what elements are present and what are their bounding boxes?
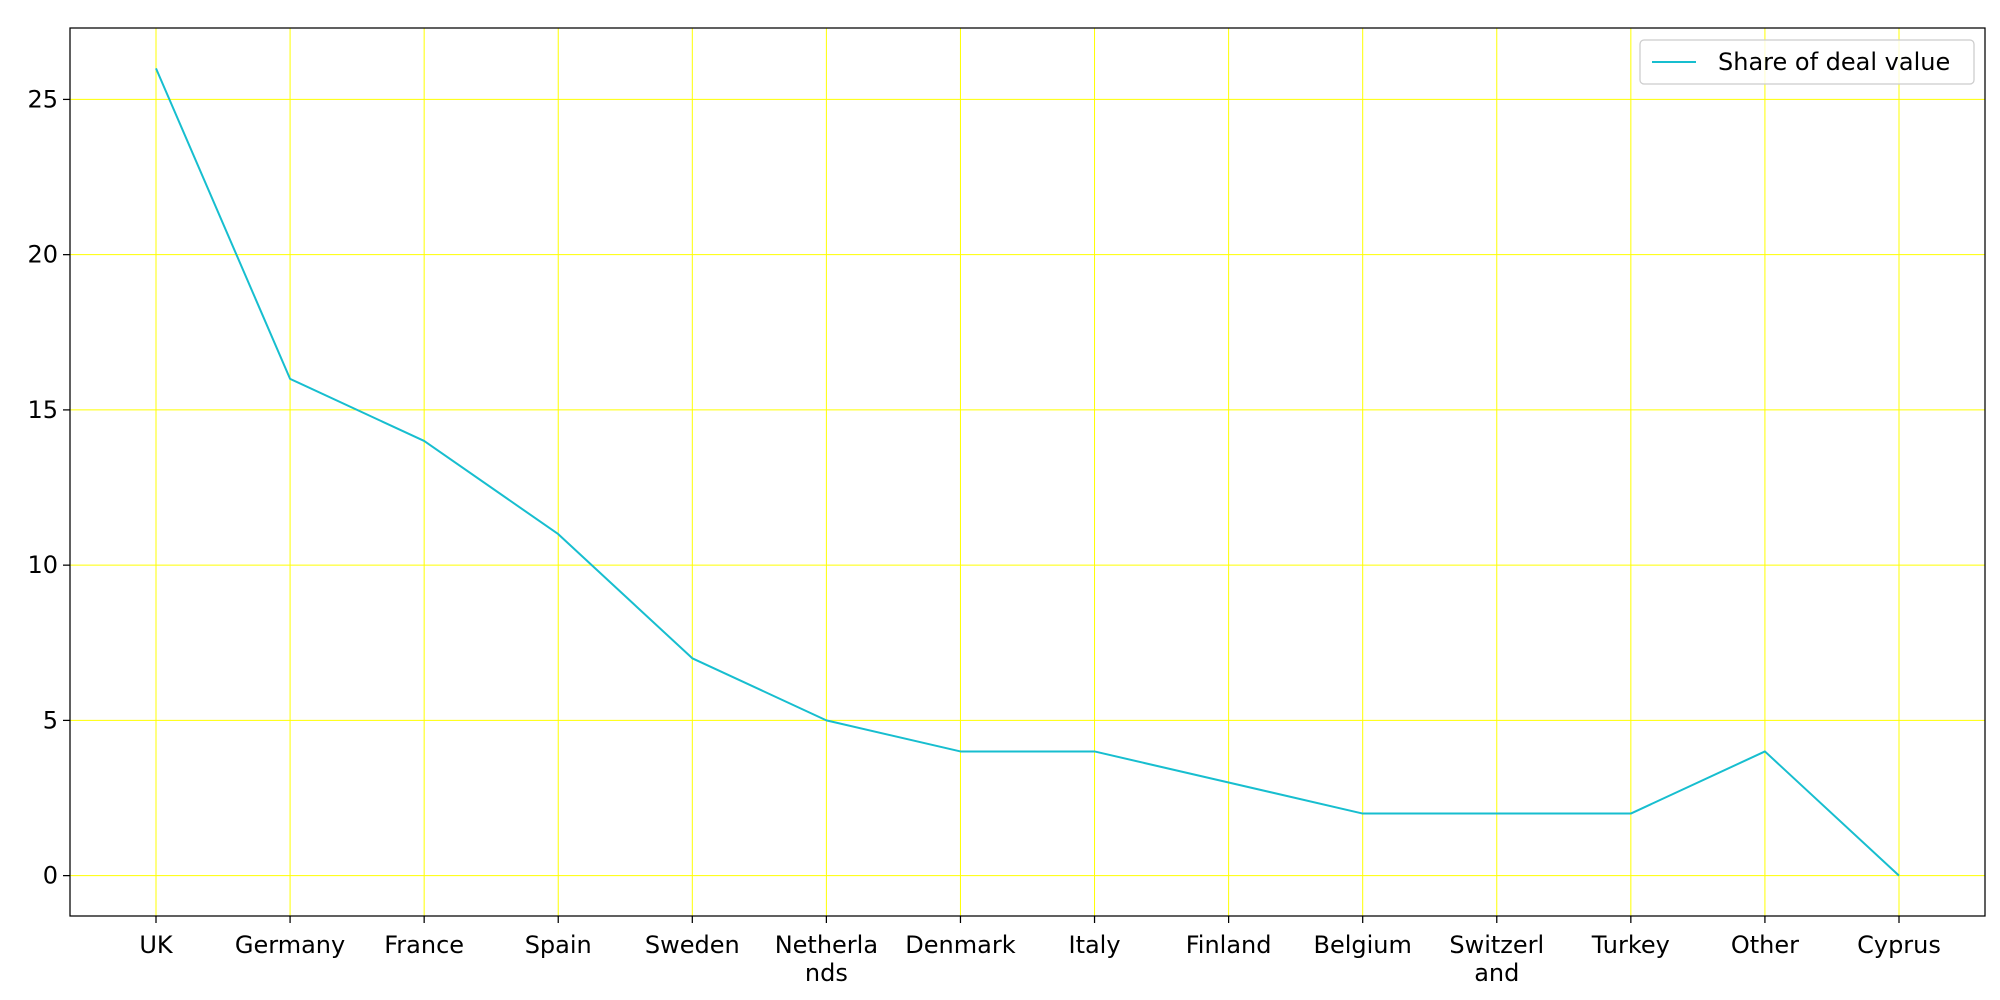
x-tick-label: Italy [1068, 931, 1120, 959]
x-tick-label: Turkey [1591, 931, 1670, 959]
x-tick-label: Sweden [645, 931, 740, 959]
y-tick-label: 5 [43, 706, 58, 734]
x-tick-label: France [384, 931, 464, 959]
x-tick-label: Switzerl and [1449, 931, 1544, 987]
x-tick-label: Germany [235, 931, 345, 959]
y-tick-label: 25 [27, 85, 58, 113]
x-tick-label: Denmark [905, 931, 1015, 959]
legend-label: Share of deal value [1718, 48, 1950, 76]
y-tick-label: 10 [27, 551, 58, 579]
y-tick-label: 0 [43, 862, 58, 890]
plot-frame [69, 27, 1986, 917]
legend-box [1639, 39, 1975, 85]
x-tick-label: UK [139, 931, 174, 959]
legend: Share of deal value [1639, 39, 1975, 85]
y-axis: 0 5 10 15 20 25 [27, 85, 70, 890]
x-tick-label: Cyprus [1857, 931, 1941, 959]
x-axis: UK Germany France Spain Sweden Netherla nds Den… [139, 916, 1941, 987]
y-tick-label: 20 [27, 241, 58, 269]
x-tick-label: Spain [525, 931, 592, 959]
x-tick-label: Finland [1186, 931, 1272, 959]
x-tick-label: Netherla nds [775, 931, 878, 987]
x-tick-label: Other [1731, 931, 1799, 959]
y-tick-label: 15 [27, 396, 58, 424]
x-tick-label: Belgium [1313, 931, 1411, 959]
series-layer [155, 67, 1900, 877]
series-line [155, 67, 1900, 877]
grid [70, 28, 1985, 916]
